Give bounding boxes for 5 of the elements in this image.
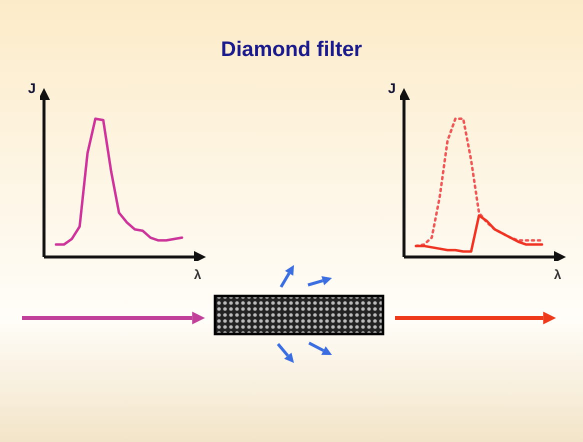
y-axis-title: J [388, 80, 396, 96]
y-axis-title: J [28, 80, 36, 96]
x-axis-title: λ [554, 267, 562, 282]
text: Diamond filter [220, 38, 362, 61]
x-axis-title: λ [194, 267, 202, 282]
